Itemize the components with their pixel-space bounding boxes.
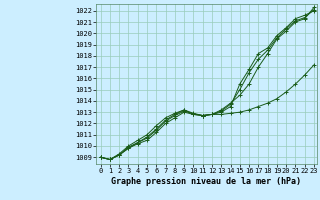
X-axis label: Graphe pression niveau de la mer (hPa): Graphe pression niveau de la mer (hPa) [111, 177, 301, 186]
